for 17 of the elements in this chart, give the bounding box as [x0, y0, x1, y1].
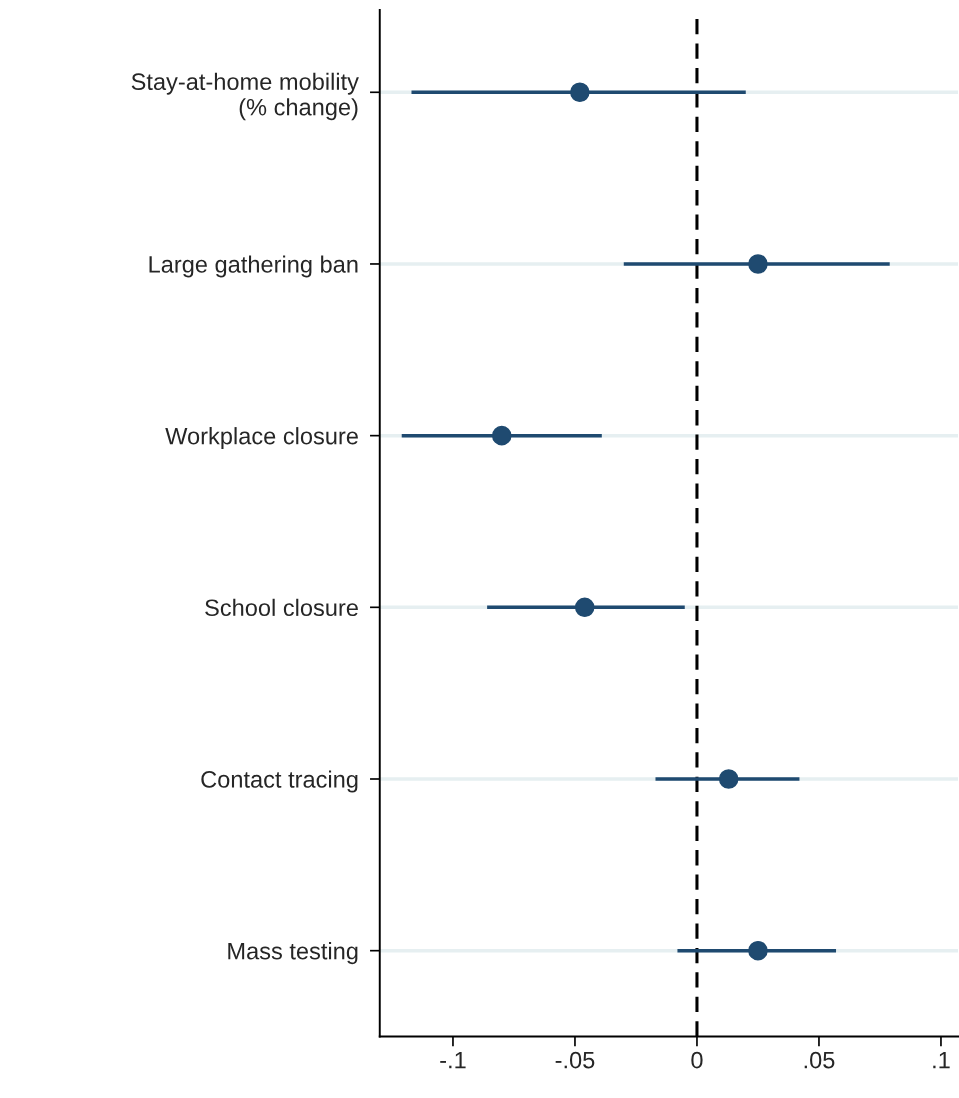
x-tick-label: .05: [804, 1051, 835, 1069]
point: [718, 769, 739, 789]
x-tick-label: -.1: [440, 1051, 466, 1069]
point: [570, 82, 590, 103]
x-tick-label: .1: [933, 1051, 950, 1069]
x-tick-label: -.05: [555, 1051, 595, 1069]
y-tick-label: Workplace closure: [165, 427, 358, 450]
x-tick-label: 0: [691, 1051, 703, 1069]
point: [574, 597, 595, 618]
y-tick-label: Mass testing: [228, 942, 358, 965]
y-tick-label: School closure: [205, 598, 358, 617]
y-tick-label: Contact tracing: [201, 770, 358, 793]
y-tick-label: Large gathering ban: [149, 255, 358, 278]
point: [491, 425, 512, 446]
point: [748, 940, 768, 961]
y-tick-label: Stay-at-home mobility (% change): [131, 72, 359, 121]
point: [748, 254, 768, 274]
